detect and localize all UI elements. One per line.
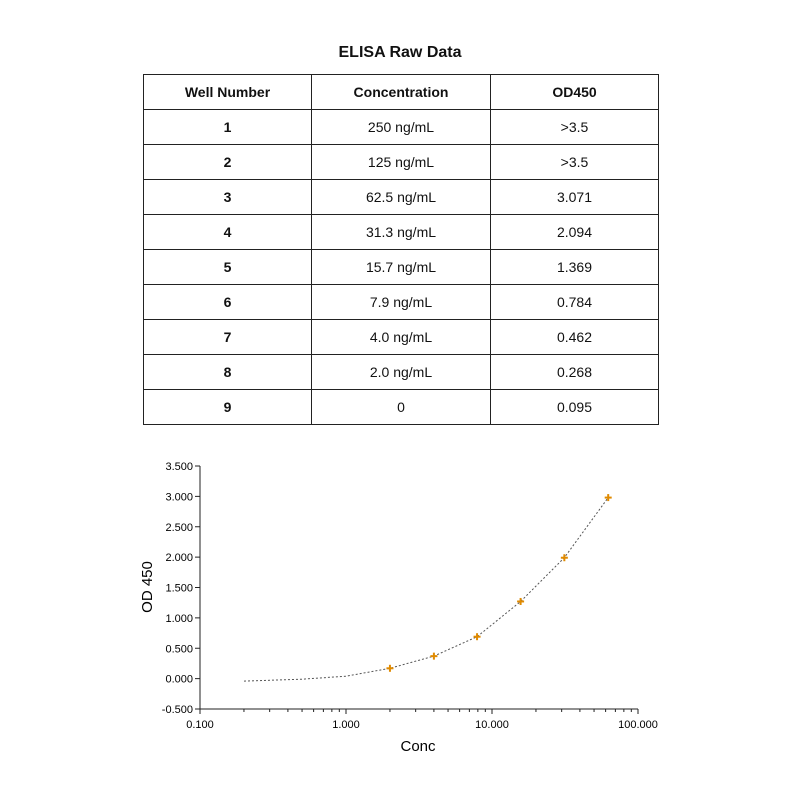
concentration-cell: 125 ng/mL — [311, 144, 491, 180]
y-tick-label: 3.500 — [165, 461, 193, 473]
y-tick-label: 3.000 — [165, 491, 193, 503]
od450-cell: 2.094 — [490, 214, 659, 250]
table-row: 3 62.5 ng/mL 3.071 — [143, 179, 659, 215]
od-standard-curve-chart: -0.500 0.000 0.500 1.000 1.500 2.000 2.500 3.00… — [139, 461, 658, 755]
header-od450: OD450 — [490, 74, 659, 110]
well-number-cell: 2 — [143, 144, 312, 180]
x-axis-label: Conc — [400, 738, 436, 755]
concentration-cell: 2.0 ng/mL — [311, 354, 491, 390]
data-point — [604, 494, 612, 502]
x-tick-label: 100.000 — [618, 719, 658, 731]
header-concentration: Concentration — [311, 74, 491, 110]
y-tick-label: 2.000 — [165, 552, 193, 564]
concentration-cell: 31.3 ng/mL — [311, 214, 491, 250]
y-tick-label: 2.500 — [165, 522, 193, 534]
table-row: 8 2.0 ng/mL 0.268 — [143, 354, 659, 390]
data-point — [517, 597, 525, 605]
header-well-number: Well Number — [143, 74, 312, 110]
od450-cell: 0.784 — [490, 284, 659, 320]
table-row: 4 31.3 ng/mL 2.094 — [143, 214, 659, 250]
data-point — [560, 554, 568, 562]
data-points-layer — [386, 494, 612, 672]
well-number-cell: 6 — [143, 284, 312, 320]
well-number-cell: 8 — [143, 354, 312, 390]
well-number-cell: 5 — [143, 249, 312, 285]
chart-axes: -0.500 0.000 0.500 1.000 1.500 2.000 2.500 3.00… — [162, 461, 658, 731]
x-tick-label: 1.000 — [332, 719, 360, 731]
table-row: 2 125 ng/mL >3.5 — [143, 144, 659, 180]
concentration-cell: 15.7 ng/mL — [311, 249, 491, 285]
od450-cell: 0.095 — [490, 389, 659, 425]
table-header-row: Well Number Concentration OD450 — [143, 74, 659, 110]
od450-cell: >3.5 — [490, 144, 659, 180]
well-number-cell: 9 — [143, 389, 312, 425]
y-tick-label: 1.500 — [165, 583, 193, 595]
od450-cell: 0.462 — [490, 319, 659, 355]
y-tick-label: 0.000 — [165, 674, 193, 686]
fit-curve-layer — [243, 497, 609, 682]
table-row: 1 250 ng/mL >3.5 — [143, 109, 659, 145]
table-row: 9 0 0.095 — [143, 389, 659, 425]
fit-curve-line — [243, 497, 609, 682]
y-tick-label: -0.500 — [162, 704, 193, 716]
y-tick-label: 1.000 — [165, 613, 193, 625]
data-point — [430, 652, 438, 660]
well-number-cell: 1 — [143, 109, 312, 145]
od450-cell: 0.268 — [490, 354, 659, 390]
concentration-cell: 0 — [311, 389, 491, 425]
well-number-cell: 3 — [143, 179, 312, 215]
data-point — [386, 664, 394, 672]
concentration-cell: 250 ng/mL — [311, 109, 491, 145]
od450-cell: 3.071 — [490, 179, 659, 215]
table-row: 6 7.9 ng/mL 0.784 — [143, 284, 659, 320]
table-row: 7 4.0 ng/mL 0.462 — [143, 319, 659, 355]
od450-cell: 1.369 — [490, 249, 659, 285]
table-title: ELISA Raw Data — [338, 44, 462, 61]
well-number-cell: 7 — [143, 319, 312, 355]
elisa-raw-data-table: Well Number Concentration OD450 1 250 ng… — [143, 74, 659, 425]
data-point — [473, 633, 481, 641]
y-tick-label: 0.500 — [165, 643, 193, 655]
y-axis-label: OD 450 — [139, 561, 156, 613]
concentration-cell: 62.5 ng/mL — [311, 179, 491, 215]
table-row: 5 15.7 ng/mL 1.369 — [143, 249, 659, 285]
concentration-cell: 7.9 ng/mL — [311, 284, 491, 320]
od450-cell: >3.5 — [490, 109, 659, 145]
concentration-cell: 4.0 ng/mL — [311, 319, 491, 355]
well-number-cell: 4 — [143, 214, 312, 250]
x-tick-label: 10.000 — [475, 719, 509, 731]
x-tick-label: 0.100 — [186, 719, 214, 731]
